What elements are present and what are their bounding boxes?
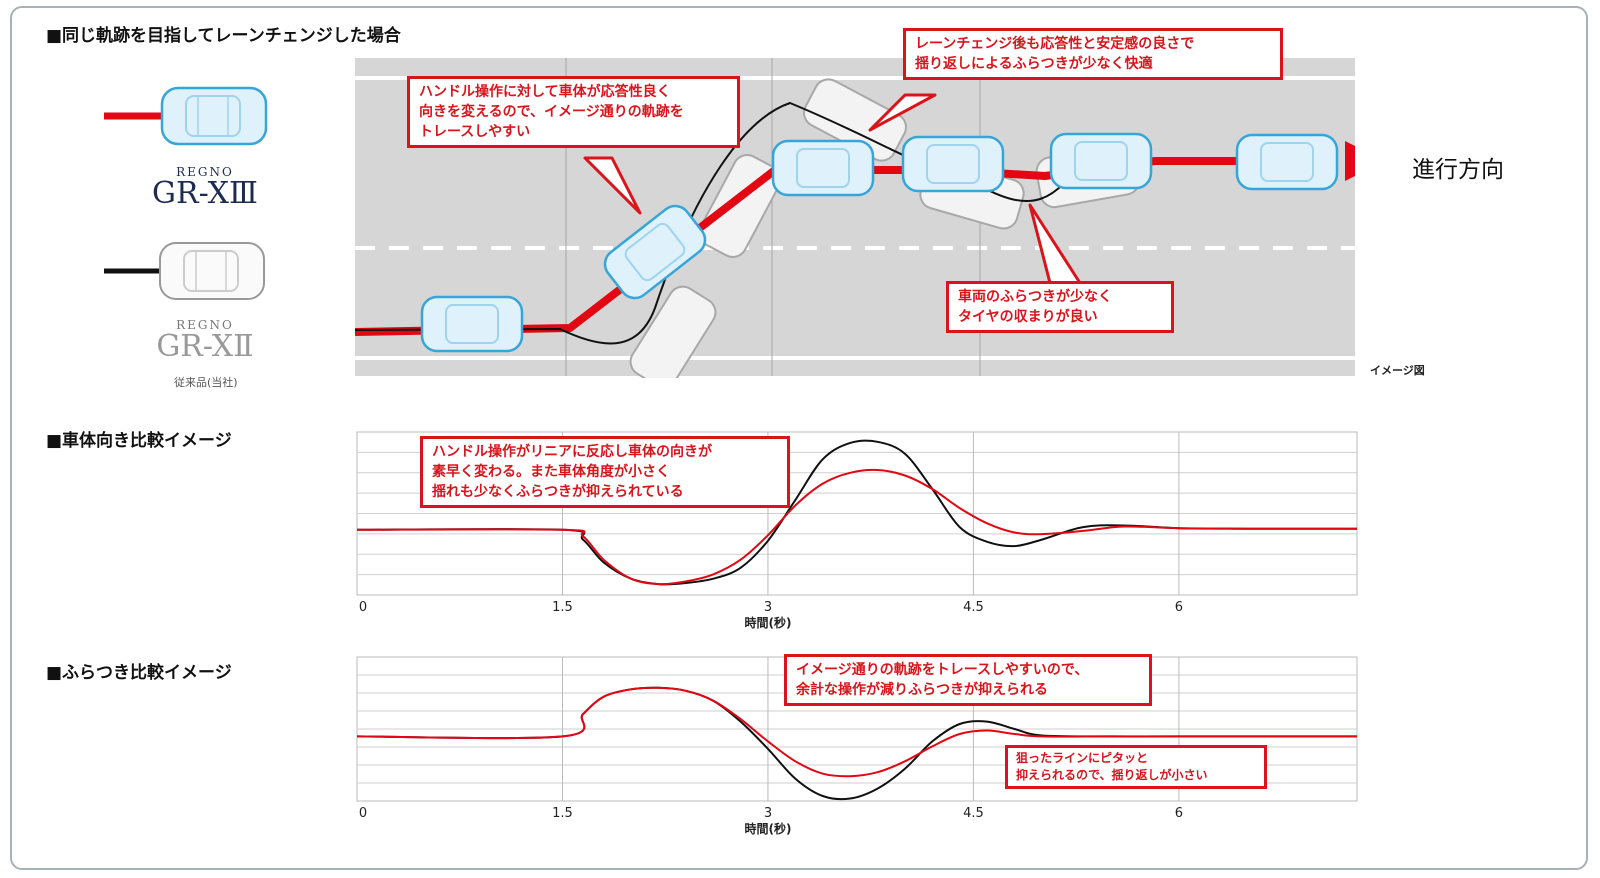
new-car-icon	[901, 135, 1005, 193]
legend-new-model: GR-XⅢ	[152, 176, 258, 211]
callout-text-line: レーンチェンジ後も応答性と安定感の良さで	[915, 36, 1195, 52]
x-tick-label: 0	[359, 600, 367, 615]
x-tick-label: 6	[1175, 806, 1183, 821]
series-line	[356, 686, 1357, 778]
x-tick-label: 1.5	[552, 806, 573, 821]
callout-text-line: 揺れも少なくふらつきが抑えられている	[432, 484, 684, 500]
callout-pointer	[1028, 203, 1082, 285]
new-car-icon	[1049, 132, 1153, 190]
callout-text-line: 余計な操作が減りふらつきが抑えられる	[796, 682, 1048, 698]
callout-text-line: 車両のふらつきが少なく	[958, 289, 1112, 305]
direction-label: 進行方向	[1412, 157, 1504, 183]
callout-text-line: 素早く変わる。また車体角度が小さく	[432, 464, 670, 480]
heading-comparison-chart: 0 1.5 3 4.5 6 時間(秒)	[356, 431, 1358, 630]
callout-pointer	[583, 156, 642, 215]
legend-new-brand: REGNO	[176, 165, 234, 179]
callout-text-line: トレースしやすい	[419, 124, 531, 140]
x-tick-label: 3	[764, 806, 772, 821]
x-tick-label: 4.5	[963, 806, 984, 821]
x-tick-label: 4.5	[963, 600, 984, 615]
road-top-edge	[355, 76, 1355, 80]
callout-swing-back: 狙ったラインにピタッと 抑えられるので、揺り返しが小さい	[1005, 745, 1267, 789]
callout-text-line: 抑えられるので、揺り返しが小さい	[1016, 768, 1208, 782]
callout-text-line: 揺り返しによるふらつきが少なく快適	[915, 56, 1153, 72]
callout-responsiveness: ハンドル操作に対して車体が応答性良く 向きを変えるので、イメージ通りの軌跡を ト…	[407, 76, 740, 148]
old-car-icon	[629, 285, 717, 378]
x-tick-label: 1.5	[552, 600, 573, 615]
new-car-icon	[420, 295, 524, 353]
legend-old-brand: REGNO	[176, 318, 234, 332]
legend-graphics	[104, 86, 268, 300]
callout-tire-settling: 車両のふらつきが少なく タイヤの収まりが良い	[946, 281, 1174, 333]
image-note: イメージ図	[1370, 364, 1425, 377]
new-car-icon	[603, 204, 707, 300]
new-car-icon	[771, 139, 875, 197]
sway-chart-title: ■ふらつき比較イメージ	[46, 663, 232, 683]
series-line	[356, 468, 1358, 586]
x-tick-label: 3	[764, 600, 772, 615]
callout-stability: レーンチェンジ後も応答性と安定感の良さで 揺り返しによるふらつきが少なく快適	[903, 28, 1283, 80]
legend-old-car-icon	[159, 242, 265, 300]
callout-text-line: ハンドル操作に対して車体が応答性良く	[419, 84, 671, 100]
old-product-trajectory	[355, 101, 1146, 345]
lane-change-title: ■同じ軌跡を目指してレーンチェンジした場合	[46, 26, 401, 46]
road-bottom-edge	[355, 356, 1355, 360]
lane-change-diagram	[355, 58, 1355, 378]
callout-text-line: イメージ通りの軌跡をトレースしやすいので、	[796, 662, 1089, 678]
x-axis-label: 時間(秒)	[744, 615, 791, 630]
direction-arrow-icon	[1345, 141, 1355, 181]
x-tick-label: 6	[1175, 600, 1183, 615]
callout-text-line: ハンドル操作がリニアに反応し車体の向きが	[432, 444, 712, 460]
callout-pointer	[868, 93, 937, 132]
callout-text-line: 向きを変えるので、イメージ通りの軌跡を	[419, 104, 684, 120]
legend-new-car-icon	[160, 86, 268, 146]
new-car-icon	[1235, 133, 1339, 191]
callout-sway: イメージ通りの軌跡をトレースしやすいので、 余計な操作が減りふらつきが抑えられる	[784, 654, 1152, 706]
series-line	[356, 439, 1358, 586]
callout-text-line: タイヤの収まりが良い	[958, 309, 1098, 325]
x-tick-label: 0	[359, 806, 367, 821]
callout-text-line: 狙ったラインにピタッと	[1016, 751, 1149, 765]
x-axis-label: 時間(秒)	[744, 821, 791, 836]
legend-old-model: GR-XⅡ	[156, 329, 254, 364]
callout-heading: ハンドル操作がリニアに反応し車体の向きが 素早く変わる。また車体角度が小さく 揺…	[420, 436, 790, 508]
legend-old-note: 従来品(当社)	[174, 376, 238, 389]
heading-chart-title: ■車体向き比較イメージ	[46, 431, 232, 451]
